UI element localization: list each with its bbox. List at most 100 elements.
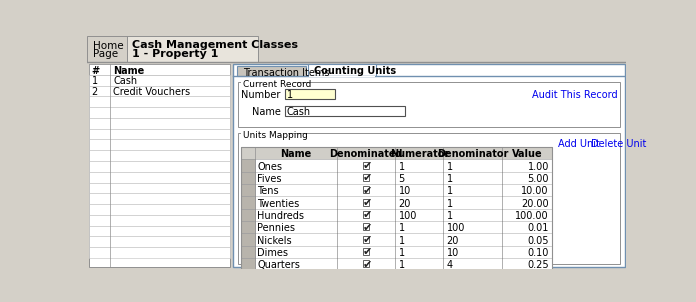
Text: Add Unit: Add Unit (558, 139, 600, 149)
Bar (242, 184, 552, 196)
Text: Units Mapping: Units Mapping (243, 131, 308, 140)
Text: ✔: ✔ (363, 161, 372, 171)
Text: Numerator: Numerator (390, 149, 449, 159)
Bar (88, 172, 230, 182)
Text: Denominated: Denominated (329, 149, 403, 159)
Text: ✔: ✔ (363, 173, 372, 183)
Bar (242, 209, 255, 221)
Text: Number: Number (242, 90, 280, 100)
Text: 10: 10 (447, 248, 459, 258)
Bar (242, 258, 552, 270)
Text: 100: 100 (399, 211, 417, 221)
Bar (363, 199, 370, 206)
Bar (238, 82, 620, 127)
Text: 1: 1 (399, 162, 404, 172)
Bar (363, 174, 370, 181)
Bar (88, 75, 230, 85)
Text: 100: 100 (447, 223, 465, 233)
Bar (242, 246, 552, 258)
Bar (242, 172, 255, 184)
Text: 10: 10 (399, 186, 411, 196)
Bar (238, 133, 620, 264)
Text: 1: 1 (447, 199, 452, 209)
Bar (363, 211, 370, 218)
Text: 1 - Property 1: 1 - Property 1 (132, 49, 219, 59)
Bar (308, 76, 375, 77)
Text: 1: 1 (399, 236, 404, 246)
Bar (242, 246, 255, 258)
Text: 0.05: 0.05 (528, 236, 549, 246)
Bar (363, 236, 370, 243)
Bar (363, 223, 370, 230)
Bar (242, 196, 255, 209)
Text: Dimes: Dimes (258, 248, 289, 258)
Bar (88, 204, 230, 215)
Bar (88, 150, 230, 161)
Text: Cash: Cash (113, 76, 138, 86)
Text: Audit This Record: Audit This Record (532, 90, 618, 100)
Bar (127, 36, 258, 63)
Bar (242, 159, 255, 172)
Bar (363, 162, 370, 169)
Bar (88, 96, 230, 107)
Bar (285, 106, 405, 116)
Text: Transaction Items: Transaction Items (243, 68, 329, 78)
Bar (88, 64, 230, 267)
Text: Page: Page (93, 49, 118, 59)
Text: ✔: ✔ (363, 186, 372, 196)
Bar (308, 76, 375, 77)
Text: 20: 20 (399, 199, 411, 209)
Text: 2: 2 (92, 87, 98, 97)
Bar (242, 233, 255, 246)
Text: 1: 1 (447, 162, 452, 172)
Text: Credit Vouchers: Credit Vouchers (113, 87, 191, 97)
Text: 4: 4 (447, 260, 452, 270)
Text: ✔: ✔ (363, 247, 372, 257)
Text: ✔: ✔ (363, 198, 372, 208)
Bar (285, 89, 335, 99)
Text: Name: Name (280, 149, 312, 159)
Bar (242, 172, 552, 184)
Text: 1: 1 (447, 174, 452, 184)
Text: ✔: ✔ (363, 210, 372, 220)
Text: 5.00: 5.00 (528, 174, 549, 184)
Text: Value: Value (512, 149, 542, 159)
Text: Home: Home (93, 41, 124, 51)
Bar (233, 64, 625, 267)
Bar (88, 215, 230, 226)
Bar (88, 236, 230, 247)
Text: 1: 1 (447, 186, 452, 196)
Text: Hundreds: Hundreds (258, 211, 305, 221)
Bar (88, 118, 230, 129)
Text: 1: 1 (92, 76, 97, 86)
Text: 1: 1 (399, 223, 404, 233)
Text: 1: 1 (447, 211, 452, 221)
Text: 20: 20 (447, 236, 459, 246)
Text: Ones: Ones (258, 162, 283, 172)
Bar (242, 147, 552, 270)
Bar (242, 221, 552, 233)
Bar (88, 85, 230, 96)
Bar (242, 184, 255, 196)
Text: Cash Management Classes: Cash Management Classes (132, 40, 298, 50)
Bar (242, 209, 552, 221)
Text: Denominator: Denominator (437, 149, 508, 159)
Bar (88, 182, 230, 193)
Text: 0.25: 0.25 (528, 260, 549, 270)
Text: Cash: Cash (287, 107, 311, 117)
Text: Quarters: Quarters (258, 260, 301, 270)
Text: ✔: ✔ (363, 235, 372, 245)
Bar (87, 36, 127, 63)
Bar (88, 129, 230, 140)
Text: 1: 1 (287, 90, 293, 100)
Bar (242, 130, 287, 136)
Bar (88, 140, 230, 150)
Text: 5: 5 (399, 174, 405, 184)
Bar (242, 79, 296, 85)
Text: 0.10: 0.10 (528, 248, 549, 258)
Bar (88, 226, 230, 236)
Bar (363, 248, 370, 255)
Bar (308, 64, 376, 76)
Bar (88, 247, 230, 258)
Bar (242, 147, 552, 159)
